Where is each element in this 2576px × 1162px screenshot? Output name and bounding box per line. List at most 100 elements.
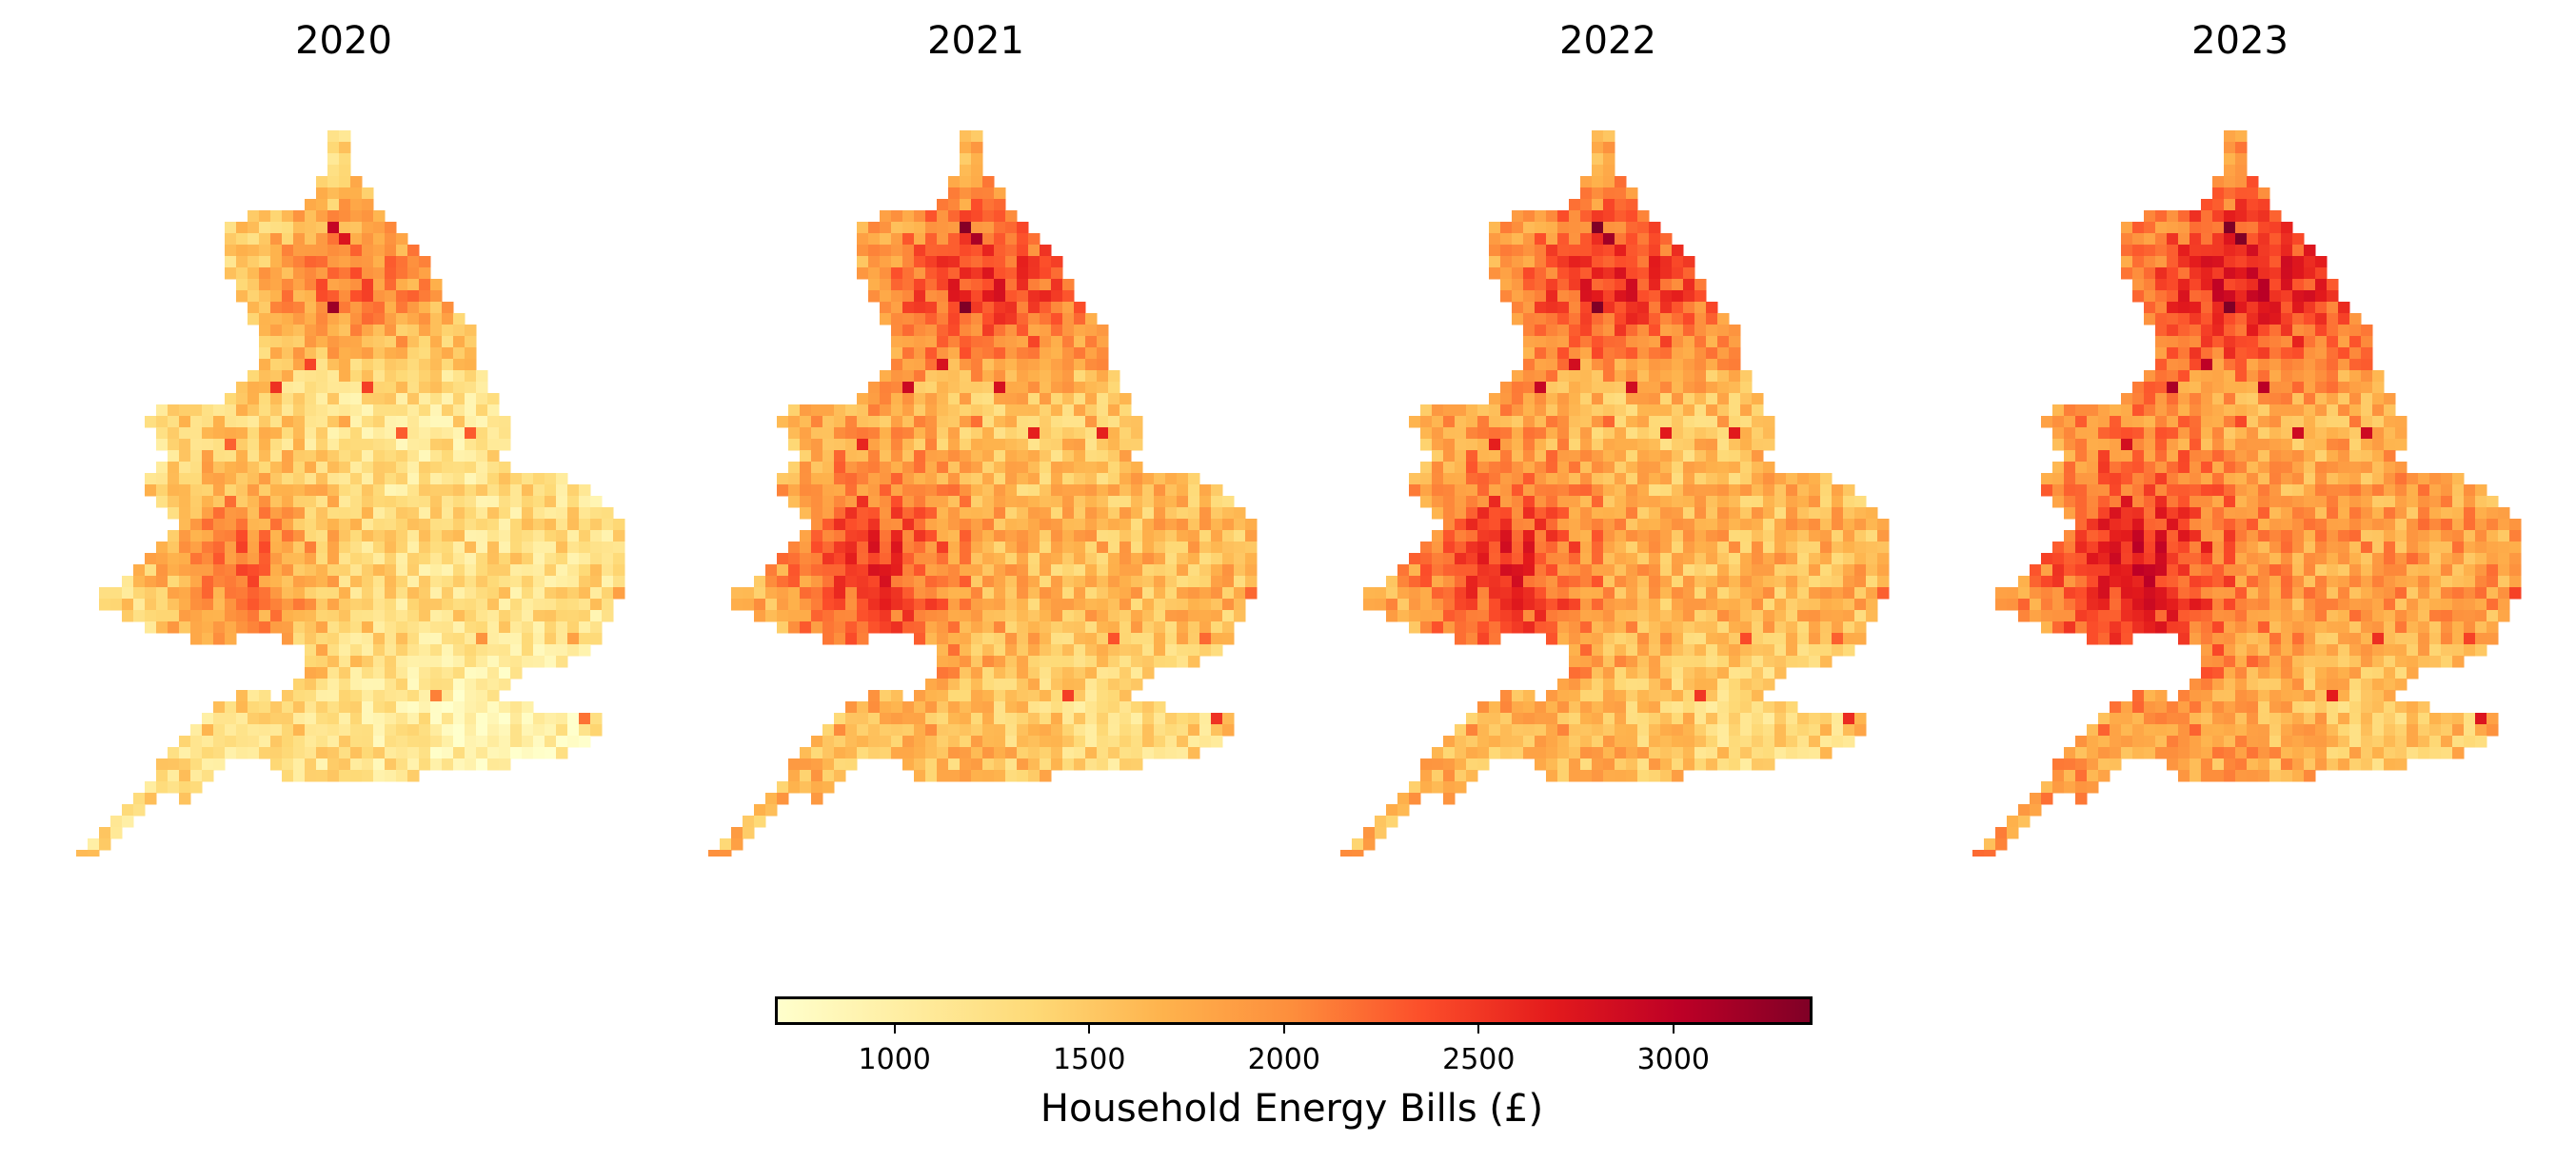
map-region [1234,599,1246,611]
map-region [2304,393,2316,405]
map-region [1443,427,1456,440]
map-region [1694,290,1707,303]
map-region [1409,793,1421,805]
map-region [350,484,363,497]
map-region [1637,667,1650,679]
map-region [1546,621,1558,634]
map-region [327,656,340,668]
map-region [1028,701,1040,714]
map-region [925,359,938,371]
map-region [1786,473,1798,485]
map-region [1626,267,1638,280]
map-region [2292,302,2305,314]
map-region [339,393,351,405]
map-region [1165,496,1178,508]
map-region [168,496,180,508]
map-region [179,610,191,622]
map-region [293,758,306,771]
map-region [248,439,260,451]
map-region [1455,564,1467,577]
map-region [76,850,89,857]
map-region [1683,644,1695,657]
map-region [282,747,294,759]
map-region [396,770,408,782]
map-region [1797,553,1810,565]
map-region [2315,313,2328,325]
map-region [407,610,420,622]
map-region [350,496,363,508]
map-region [476,450,488,463]
map-region [1062,393,1075,405]
map-region [453,564,466,577]
map-region [1489,507,1501,520]
map-region [327,245,340,257]
map-region [948,690,961,702]
map-region [327,530,340,542]
map-region [2190,245,2202,257]
map-region [868,484,881,497]
map-region [248,736,260,748]
map-region [857,530,869,542]
map-region [1131,758,1143,771]
map-region [2247,176,2259,188]
map-region [282,507,294,520]
map-region [1809,644,1821,657]
map-region [2384,427,2396,440]
map-region [1569,610,1581,622]
map-region [2247,222,2259,234]
map-region [1626,439,1638,451]
map-region [1017,439,1029,451]
map-region [1672,747,1684,759]
map-region [994,770,1006,782]
map-region [179,462,191,474]
map-region [1535,290,1547,303]
map-region [2178,325,2190,337]
map-region [1500,450,1513,463]
map-region [1603,462,1615,474]
map-region [914,599,926,611]
map-region [1569,302,1581,314]
map-region [407,439,420,451]
map-region [1085,507,1098,520]
map-region [602,587,614,600]
map-region [937,576,949,588]
map-region [499,553,511,565]
map-region [982,542,995,554]
map-region [533,724,545,737]
map-region [430,621,443,634]
map-region [1040,576,1052,588]
map-region [2167,347,2179,360]
map-region [179,599,191,611]
map-region [190,621,203,634]
map-region [190,404,203,417]
map-region [350,633,363,645]
map-region [453,621,466,634]
map-region [1649,747,1661,759]
map-region [339,233,351,246]
map-region [1142,473,1155,485]
map-region [1569,416,1581,428]
map-region [800,416,812,428]
map-region [1615,553,1627,565]
map-region [373,553,386,565]
map-region [971,256,983,268]
map-region [1774,587,1787,600]
map-region [1694,496,1707,508]
map-region [857,553,869,565]
map-region [373,393,386,405]
map-region [1154,542,1166,554]
map-region [396,610,408,622]
map-region [1097,564,1109,577]
map-region [1222,587,1235,600]
map-region [2224,450,2236,463]
map-region [2167,393,2179,405]
map-region [305,633,317,645]
map-region [937,427,949,440]
map-region [1694,587,1707,600]
map-region [1420,439,1433,451]
map-region [1729,553,1741,565]
map-region [2327,473,2339,485]
map-region [213,416,226,428]
map-region [1626,599,1638,611]
map-region [1165,507,1178,520]
